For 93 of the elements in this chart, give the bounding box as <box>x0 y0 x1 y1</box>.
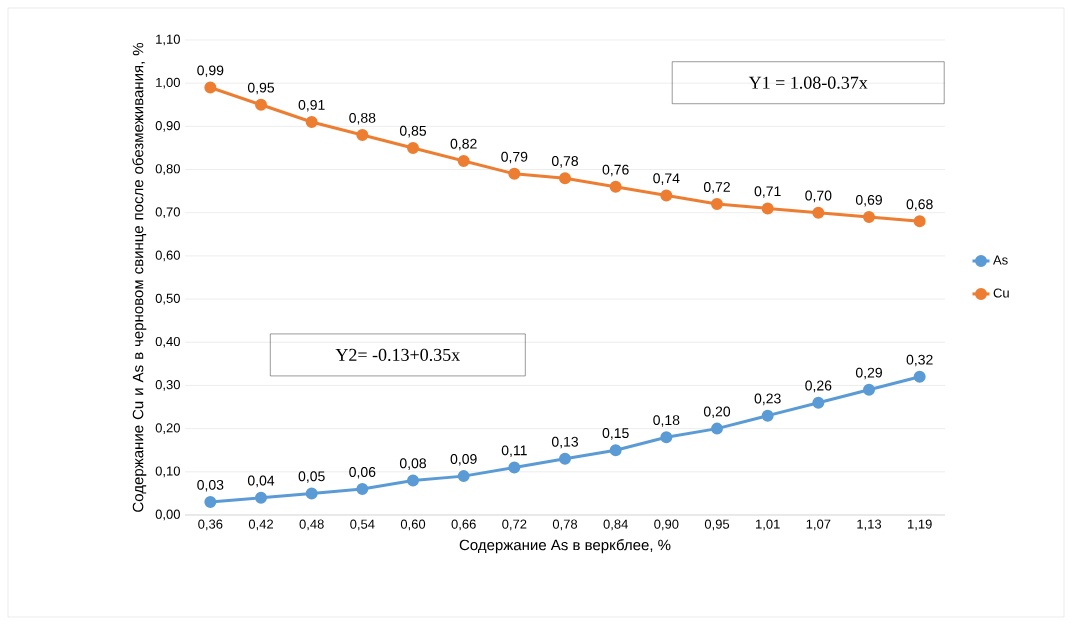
data-label: 0,72 <box>703 181 730 194</box>
data-label: 0,79 <box>501 151 528 164</box>
point <box>863 211 876 224</box>
point <box>761 409 774 422</box>
point <box>761 202 774 215</box>
point <box>204 81 217 94</box>
data-label: 0,20 <box>703 406 731 419</box>
x-tick-label: 1,01 <box>756 519 780 531</box>
x-tick-label: 1,07 <box>806 519 831 531</box>
point <box>609 180 622 193</box>
point <box>863 383 876 396</box>
data-label: 0,04 <box>247 475 275 488</box>
point <box>457 154 470 167</box>
data-label: 0,88 <box>349 112 376 125</box>
x-tick-label: 0,66 <box>451 519 476 531</box>
x-axis-title: Содержание As в веркблее, % <box>459 539 671 554</box>
data-label: 0,74 <box>653 173 680 185</box>
annotation: Y2= -0.13+0.35x <box>335 348 460 362</box>
data-label: 0,99 <box>197 65 224 77</box>
y-tick-label: 0,90 <box>155 120 180 132</box>
data-label: 0,03 <box>197 479 224 492</box>
x-tick-label: 0,84 <box>603 519 628 531</box>
x-tick-label: 0,95 <box>704 519 730 531</box>
x-tick-label: 0,36 <box>198 519 223 531</box>
point <box>407 474 420 487</box>
data-label: 0,11 <box>501 445 527 457</box>
point <box>305 487 318 500</box>
point <box>812 206 825 219</box>
data-label: 0,09 <box>450 454 477 466</box>
x-tick-label: 0,60 <box>400 519 426 531</box>
point <box>660 431 673 444</box>
point <box>204 496 217 509</box>
data-label: 0,91 <box>298 99 325 112</box>
y-tick-label: 0,30 <box>155 380 180 391</box>
point <box>660 189 673 202</box>
point <box>913 215 926 228</box>
point <box>711 422 724 435</box>
data-label: 0,78 <box>551 156 579 168</box>
data-label: 0,95 <box>247 82 275 95</box>
point <box>407 141 420 154</box>
x-tick-label: 1,19 <box>908 519 932 531</box>
x-tick-label: 1,13 <box>857 519 882 531</box>
x-tick-label: 0,48 <box>299 519 324 531</box>
y-tick-label: 0,50 <box>155 293 180 305</box>
y-tick-label: 0,20 <box>155 423 180 434</box>
data-label: 0,06 <box>349 466 376 479</box>
point <box>508 167 521 180</box>
point <box>559 172 572 185</box>
x-tick-label: 0,78 <box>552 519 578 531</box>
point <box>913 370 926 383</box>
point <box>305 116 318 129</box>
data-label: 0,69 <box>855 194 882 207</box>
point <box>255 491 268 504</box>
point <box>356 128 369 141</box>
point <box>508 461 521 474</box>
data-label: 0,76 <box>602 164 629 177</box>
point <box>255 98 268 111</box>
data-label: 0,13 <box>551 436 579 449</box>
annotation: Y1 = 1.08-0.37x <box>748 76 868 89</box>
x-tick-label: 0,72 <box>502 519 527 531</box>
point <box>711 198 724 211</box>
data-label: 0,23 <box>754 393 781 406</box>
data-label: 0,15 <box>602 428 629 440</box>
y-tick-label: 0,40 <box>155 336 180 348</box>
data-label: 0,68 <box>906 199 933 211</box>
data-label: 0,26 <box>805 380 832 393</box>
legend-label: Cu <box>993 288 1009 298</box>
y-tick-label: 1,10 <box>156 34 180 46</box>
data-label: 0,71 <box>754 186 781 198</box>
data-label: 0,85 <box>399 125 427 138</box>
data-label: 0,05 <box>298 471 325 483</box>
data-label: 0,18 <box>653 415 680 427</box>
point <box>609 444 622 457</box>
x-tick-label: 0,42 <box>248 519 274 531</box>
point <box>457 470 470 483</box>
y-tick-label: 0,70 <box>155 207 180 219</box>
x-tick-label: 0,90 <box>654 519 679 531</box>
point <box>812 396 825 409</box>
point <box>559 452 572 465</box>
data-label: 0,70 <box>805 190 832 203</box>
y-axis-title: Содержание Cu и As в черновом свинце после обезмеживания, % <box>132 42 147 512</box>
legend-label: As <box>993 255 1008 265</box>
y-tick-label: 0,10 <box>155 466 180 478</box>
data-label: 0,32 <box>906 354 933 367</box>
data-label: 0,08 <box>399 458 427 470</box>
point <box>356 483 369 496</box>
data-label: 0,82 <box>450 138 477 151</box>
y-tick-label: 0,60 <box>155 250 180 262</box>
y-tick-label: 1,00 <box>156 77 180 89</box>
data-label: 0,29 <box>855 367 882 380</box>
y-tick-label: 0,80 <box>155 164 180 175</box>
y-tick-label: 0,00 <box>155 509 180 521</box>
x-tick-label: 0,54 <box>350 519 375 531</box>
